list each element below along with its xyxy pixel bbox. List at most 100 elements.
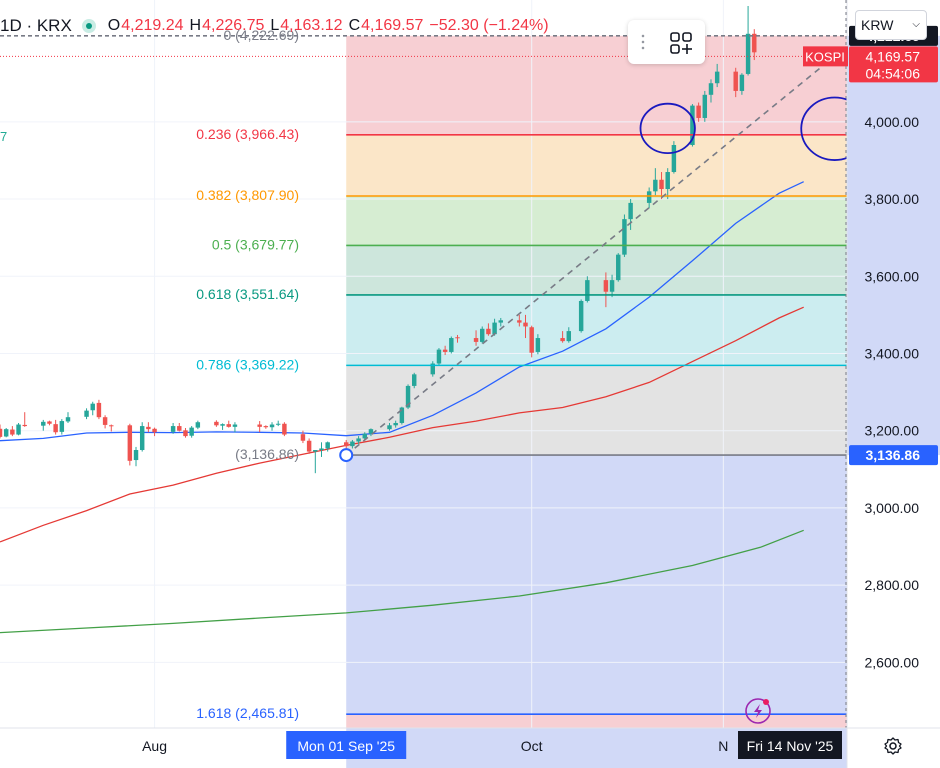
candle-body: [214, 421, 219, 426]
candle-body: [442, 349, 448, 352]
candle-body: [109, 425, 114, 427]
candle-body: [671, 144, 677, 173]
candle-body: [609, 280, 615, 292]
candle-body: [449, 338, 454, 352]
candle-body: [733, 71, 738, 91]
price-tick-label: 3,600.00: [865, 268, 920, 284]
market-status-icon: [81, 19, 96, 33]
ellipse-annotation[interactable]: [639, 102, 696, 155]
candle-body: [529, 327, 534, 353]
candle-body: [220, 424, 225, 426]
candle-body: [275, 423, 281, 425]
candle-body: [3, 429, 9, 437]
candle-body: [665, 172, 670, 190]
candle-body: [430, 363, 435, 375]
fib-anchor-handle[interactable]: [339, 448, 354, 463]
fib-band: [346, 134, 847, 196]
candle-body: [90, 403, 95, 411]
chevron-down-icon: ⌵: [912, 19, 920, 30]
candle-body: [343, 442, 349, 447]
candle-body: [566, 331, 572, 342]
candle-body: [41, 421, 46, 426]
candle-body: [195, 422, 201, 428]
gear-icon[interactable]: [883, 736, 903, 756]
drag-handle-icon[interactable]: [640, 33, 646, 51]
price-tick-label: 3,800.00: [865, 191, 920, 207]
range-end-label: Fri 14 Nov '25: [747, 738, 834, 754]
time-tick-label: Aug: [142, 738, 167, 754]
candle-body: [517, 320, 522, 323]
fib-level-label: 1.618 (2,465.81): [196, 705, 299, 721]
fib-band: [346, 294, 847, 366]
high-value: 4,226.75: [202, 17, 265, 34]
price-tick-label: 3,000.00: [865, 500, 920, 516]
candle-body: [714, 71, 720, 84]
last-price-badge: 4,169.57: [866, 48, 921, 64]
change-value: −52.30 (−1.24%): [429, 17, 549, 34]
fib-band-extension: [346, 714, 847, 728]
candle-body: [523, 322, 528, 327]
candle-body: [480, 328, 485, 342]
candle-body: [646, 191, 652, 203]
candle-body: [486, 328, 491, 335]
candle-body: [708, 83, 714, 95]
candle-body: [306, 440, 312, 452]
fib-band: [346, 195, 847, 246]
fib-level-label: 0 (4,222.69): [224, 27, 300, 43]
candle-body: [16, 424, 21, 435]
candlesticks: [0, 6, 757, 474]
currency-select[interactable]: KRW ⌵: [855, 10, 927, 40]
candle-body: [362, 433, 367, 439]
price-tick-label: 3,400.00: [865, 345, 920, 361]
layout-grid-plus-icon[interactable]: [668, 30, 694, 56]
candle-body: [263, 426, 269, 428]
fib-bands: [346, 35, 847, 768]
fib-band: [346, 365, 847, 456]
candle-body: [399, 407, 405, 423]
candle-body: [535, 338, 541, 352]
fib-band: [346, 245, 847, 295]
candle-body: [752, 33, 757, 53]
time-tick-label: N: [718, 738, 728, 754]
candle-body: [696, 105, 701, 118]
candle-body: [616, 254, 621, 281]
candle-body: [319, 448, 324, 451]
candle-body: [412, 374, 417, 386]
low-value: 4,163.12: [280, 17, 343, 34]
candle-body: [22, 424, 27, 427]
fib-level-label: (3,136.86): [235, 446, 299, 462]
candle-body: [498, 320, 504, 323]
candle-body: [189, 427, 194, 436]
candle-body: [313, 450, 318, 452]
ma-line-slow: [0, 529, 804, 634]
last-price-badge-bg: [849, 46, 938, 83]
price-tick-label: 3,200.00: [865, 423, 920, 439]
price-axis-highlight: [847, 35, 940, 456]
candle-body: [455, 337, 460, 339]
candle-body: [177, 426, 182, 431]
close-value: 4,169.57: [361, 17, 424, 34]
open-value: 4,219.24: [121, 17, 184, 34]
floating-toolbar: [628, 20, 705, 64]
lightning-icon[interactable]: [745, 698, 771, 724]
candle-body: [53, 424, 58, 433]
ma-line-fast: [0, 181, 804, 442]
candle-body: [325, 442, 330, 449]
price-tick-label: 2,600.00: [865, 654, 920, 670]
candle-body: [578, 300, 584, 332]
fib-level-label: 0.786 (3,369.22): [196, 356, 299, 372]
candle-body: [628, 202, 633, 220]
candle-body: [659, 179, 664, 190]
symbol-label[interactable]: 1D · KRX: [0, 16, 72, 35]
series-label: KOSPI: [805, 49, 845, 64]
candle-body: [10, 429, 15, 435]
candle-body: [269, 424, 275, 428]
candle-body: [183, 430, 188, 437]
fib-base-badge: 3,136.86: [866, 447, 921, 463]
candle-body: [139, 426, 145, 451]
countdown-badge: 04:54:06: [866, 65, 921, 81]
candle-body: [152, 428, 157, 433]
